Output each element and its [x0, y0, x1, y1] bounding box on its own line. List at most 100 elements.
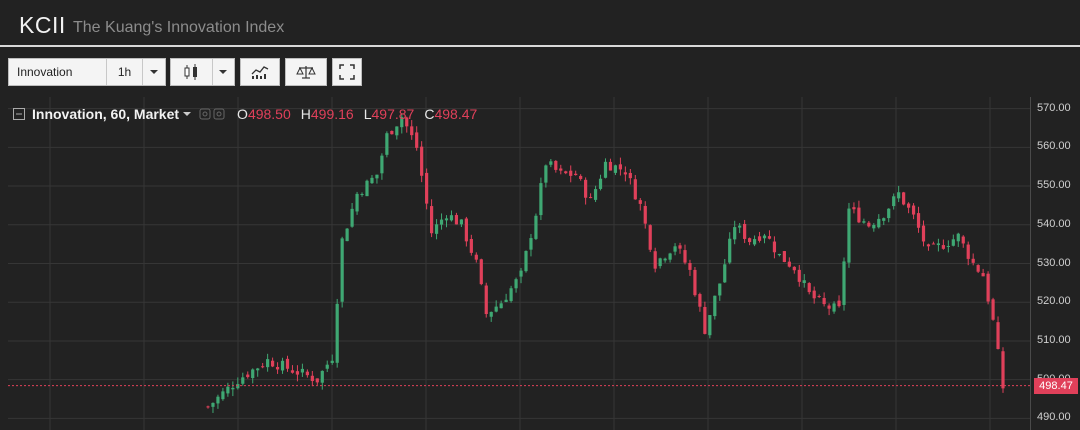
candle-body [529, 238, 533, 250]
candle-body [479, 259, 483, 285]
candle-body [812, 290, 816, 299]
candle-body [703, 306, 707, 334]
symbol-search-input[interactable]: Innovation [17, 65, 73, 79]
ticker-title: KCII [19, 12, 66, 38]
candle-body [608, 161, 613, 171]
candle-body [996, 322, 1000, 350]
candle-body [633, 179, 637, 200]
candle-body [270, 360, 275, 367]
candle-body [489, 311, 493, 317]
candle-body [628, 172, 632, 179]
candle-body [310, 375, 314, 382]
price-tick-label: 550.00 [1037, 179, 1071, 192]
interval-dropdown[interactable] [143, 70, 165, 74]
candle-body [295, 371, 300, 375]
fullscreen-button[interactable] [332, 58, 362, 86]
candle-body [807, 283, 811, 293]
candle-body [638, 200, 642, 204]
header-divider [0, 45, 1080, 47]
series-name[interactable]: Innovation, 60, Market [32, 106, 180, 122]
candle-body [802, 280, 806, 284]
candle-body [340, 238, 344, 302]
candles-button[interactable] [171, 63, 212, 81]
candle-body [613, 165, 618, 173]
candle-body [708, 315, 712, 336]
candle-body [514, 279, 518, 289]
candle-body [588, 197, 593, 199]
candle-body [887, 208, 891, 219]
candle-body [330, 360, 334, 363]
chart-canvas[interactable] [8, 97, 1030, 430]
candle-body [951, 239, 955, 246]
candle-body [693, 269, 697, 296]
price-tick-label: 540.00 [1037, 217, 1071, 230]
candle-body [246, 374, 250, 378]
low-value: 497.87 [371, 106, 415, 122]
candle-body [579, 175, 583, 179]
indicators-button[interactable] [240, 58, 280, 86]
candle-body [598, 178, 603, 189]
candle-body [658, 258, 662, 267]
price-tick-label: 570.00 [1037, 101, 1071, 114]
candle-body [777, 253, 782, 256]
candle-body [345, 228, 349, 242]
interval-button[interactable]: 1h [117, 65, 132, 79]
chart-grid [8, 97, 1030, 430]
candle-body [593, 189, 598, 200]
candle-body [290, 370, 295, 373]
price-axis[interactable] [1030, 97, 1080, 430]
candle-body [444, 218, 449, 221]
series-settings-icons[interactable] [199, 107, 227, 121]
candle-body [241, 377, 245, 384]
candlestick-series [206, 113, 1005, 413]
candle-body [499, 303, 503, 309]
collapse-icon[interactable] [13, 107, 26, 121]
candle-body [464, 218, 468, 242]
candle-body [275, 366, 280, 370]
candle-body [504, 299, 508, 302]
chart-type-dropdown[interactable] [213, 70, 234, 74]
candle-body [747, 238, 752, 243]
candle-body [484, 285, 488, 315]
candle-body [718, 283, 722, 296]
candle-body [877, 218, 881, 228]
compare-button[interactable] [285, 58, 327, 86]
candle-body [926, 244, 931, 247]
symbol-interval-group: Innovation 1h [8, 58, 166, 86]
candle-body [857, 207, 861, 223]
candle-body [449, 215, 454, 221]
candle-body [832, 303, 836, 312]
candle-body [738, 225, 742, 228]
chevron-down-icon[interactable] [183, 112, 192, 116]
candle-body [385, 133, 389, 155]
candle-body [713, 295, 717, 317]
candle-body [603, 161, 608, 178]
candle-body [867, 222, 871, 227]
candle-body [936, 243, 941, 246]
candle-body [350, 208, 354, 227]
candle-body [976, 265, 980, 272]
candle-body [454, 215, 459, 225]
candle-body [797, 269, 801, 282]
candle-body [767, 236, 772, 239]
price-tick-label: 510.00 [1037, 333, 1071, 346]
close-label: C [424, 106, 435, 122]
candle-body [251, 369, 255, 379]
candle-body [370, 177, 374, 184]
candle-body [792, 266, 796, 271]
candle-body [723, 264, 727, 283]
candle-body [261, 366, 265, 368]
scales-icon [296, 66, 316, 79]
candle-body [474, 254, 478, 260]
candle-body [827, 305, 831, 309]
chart-toolbar: Innovation 1h [0, 55, 1080, 89]
low-label: L [363, 106, 372, 122]
candle-body [524, 250, 528, 272]
candle-body [211, 402, 215, 407]
candle-body [355, 193, 359, 212]
candle-body [544, 165, 548, 183]
candle-body [519, 270, 523, 277]
app-header: KCII The Kuang's Innovation Index [0, 0, 1080, 46]
candle-body [653, 251, 657, 269]
fullscreen-icon [339, 64, 355, 80]
